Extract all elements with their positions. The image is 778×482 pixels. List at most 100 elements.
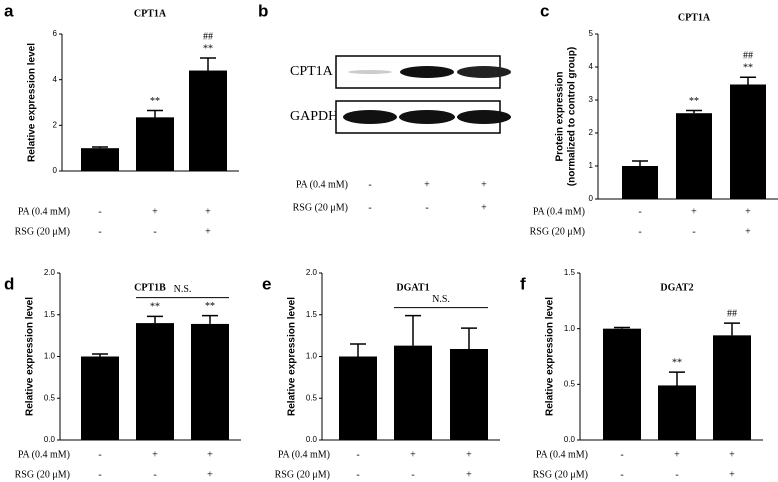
error-bar (724, 322, 740, 336)
bar (136, 117, 174, 171)
chart-title: CPT1A (678, 12, 711, 23)
bar (81, 356, 119, 440)
error-bar (147, 109, 163, 118)
bar (658, 385, 696, 440)
bracket-label: N.S. (174, 284, 192, 295)
significance: ** (203, 43, 213, 54)
condition-mark: - (98, 449, 101, 460)
condition-mark: - (368, 179, 371, 190)
band (348, 70, 392, 74)
y-tick-label: 1.5 (306, 310, 318, 319)
bar (730, 84, 766, 199)
condition-mark: + (481, 202, 487, 213)
y-tick-label: 0.0 (306, 435, 318, 444)
significance: ## (203, 31, 213, 42)
bar (603, 328, 641, 440)
bar (713, 335, 751, 440)
condition-mark: + (466, 449, 472, 460)
error-bar (740, 76, 756, 85)
y-axis-label: Protein expression (555, 71, 566, 161)
bar (622, 166, 658, 199)
error-bar (200, 57, 216, 71)
condition-label: RSG (20 μM) (533, 469, 588, 480)
condition-label: RSG (20 μM) (293, 202, 348, 213)
condition-mark: + (729, 469, 735, 480)
condition-label: PA (0.4 mM) (536, 449, 588, 460)
condition-mark: + (691, 206, 697, 217)
y-tick-label: 6 (53, 29, 58, 38)
band (343, 110, 397, 124)
condition-label: PA (0.4 mM) (296, 179, 348, 190)
bar (81, 148, 119, 171)
y-tick-label: 0 (53, 166, 58, 175)
condition-mark: - (692, 226, 695, 237)
y-tick-label: 2.0 (306, 268, 318, 277)
y-tick-label: 3 (589, 95, 594, 104)
condition-mark: + (745, 206, 751, 217)
condition-mark: + (207, 449, 213, 460)
band (400, 66, 454, 78)
panel-letter: a (4, 1, 14, 20)
band (457, 66, 511, 78)
error-bar (147, 315, 163, 324)
condition-label: PA (0.4 mM) (18, 449, 70, 460)
condition-mark: - (356, 449, 359, 460)
condition-mark: - (98, 206, 101, 217)
condition-mark: - (620, 469, 623, 480)
condition-mark: + (205, 206, 211, 217)
condition-mark: + (481, 179, 487, 190)
y-tick-label: 1.5 (44, 310, 56, 319)
panel-letter: e (262, 274, 271, 293)
condition-mark: - (425, 202, 428, 213)
y-tick-label: 1.0 (44, 352, 56, 361)
y-tick-label: 2.0 (44, 268, 56, 277)
y-tick-label: 5 (589, 29, 594, 38)
y-axis-label: Relative expression level (25, 297, 36, 416)
condition-mark: + (674, 449, 680, 460)
condition-mark: + (152, 206, 158, 217)
condition-mark: - (368, 202, 371, 213)
bar (676, 113, 712, 199)
condition-mark: + (152, 449, 158, 460)
y-tick-label: 0.5 (44, 393, 56, 402)
chart-title: DGAT1 (396, 282, 429, 293)
band-label: CPT1A (290, 64, 334, 79)
error-bar (632, 160, 648, 166)
y-tick-label: 1.0 (564, 324, 576, 333)
condition-mark: - (98, 226, 101, 237)
condition-mark: - (620, 449, 623, 460)
bar (191, 323, 229, 440)
significance: ## (743, 51, 753, 62)
error-bar (669, 371, 685, 386)
error-bar (686, 109, 702, 114)
y-axis-label: Relative expression level (27, 43, 38, 162)
condition-label: PA (0.4 mM) (18, 206, 70, 217)
y-tick-label: 1.5 (564, 268, 576, 277)
chart-title: CPT1B (134, 282, 166, 293)
condition-mark: + (466, 469, 472, 480)
condition-label: RSG (20 μM) (275, 469, 330, 480)
y-tick-label: 0.5 (564, 379, 576, 388)
y-tick-label: 2 (589, 128, 594, 137)
significance: ** (150, 302, 160, 313)
panel-letter: d (4, 274, 14, 293)
condition-label: RSG (20 μM) (15, 469, 70, 480)
panel-letter: b (258, 1, 268, 20)
significance: ** (205, 301, 215, 312)
y-axis-label: Relative expression level (545, 297, 556, 416)
western-blot: b CPT1A GAPDH (258, 1, 511, 134)
error-bar (202, 314, 218, 324)
chart-title: DGAT2 (660, 282, 693, 293)
bar (136, 323, 174, 440)
y-tick-label: 0.0 (564, 435, 576, 444)
condition-mark: - (356, 469, 359, 480)
condition-mark: + (745, 226, 751, 237)
y-tick-label: 0.5 (306, 393, 318, 402)
y-axis-label: Relative expression level (287, 297, 298, 416)
panel-letter: f (520, 274, 526, 293)
y-tick-label: 1 (589, 161, 594, 170)
bar (189, 70, 227, 171)
y-tick-label: 0.0 (44, 435, 56, 444)
condition-label: RSG (20 μM) (15, 226, 70, 237)
